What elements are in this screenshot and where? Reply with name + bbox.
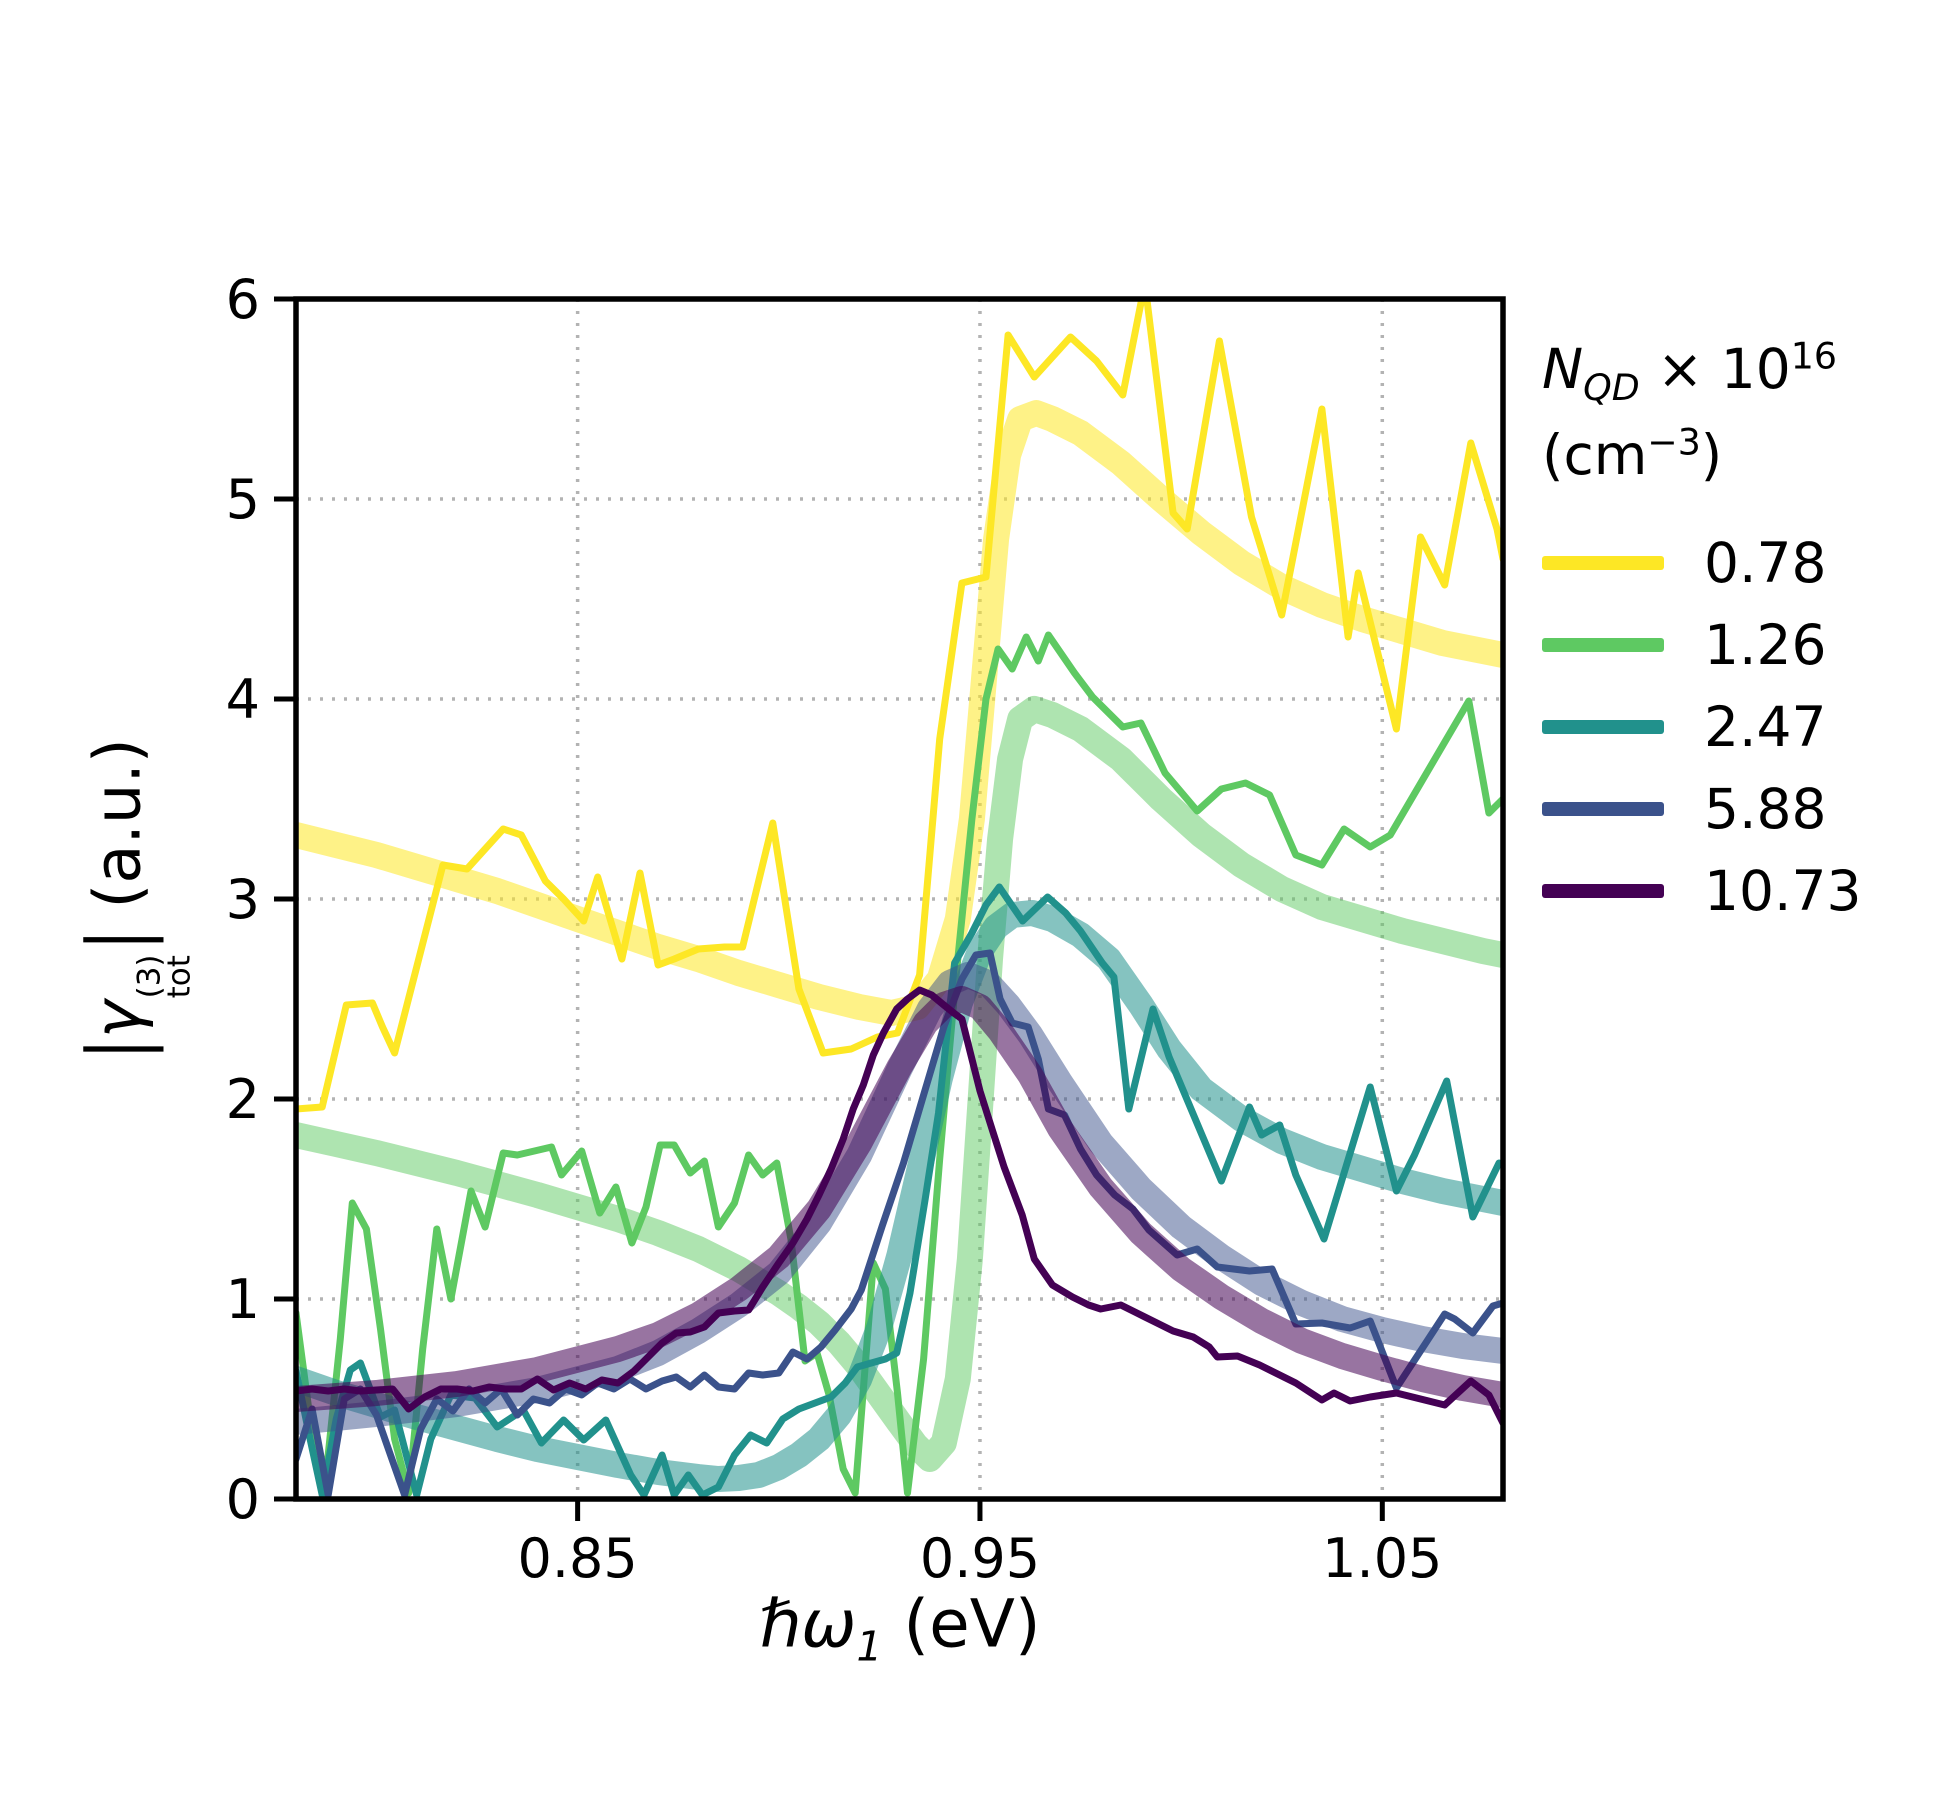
series-data-0.78 <box>296 299 1503 1113</box>
y-axis-symbol: γ <box>81 1000 156 1039</box>
legend-unit-exp: −3 <box>1647 420 1701 464</box>
legend-entry-10.73: 10.73 <box>1542 850 1942 932</box>
series-data-10.73 <box>296 986 1503 1427</box>
axis-tick-labels: 0.85 0.95 1.05 0 1 2 3 4 5 6 <box>226 268 1443 1590</box>
axis-ticks <box>274 296 1385 1521</box>
legend-entries: 0.78 1.26 2.47 5.88 10.73 <box>1542 522 1942 932</box>
y-tick-label-1: 1 <box>226 1268 260 1331</box>
legend-unit-close: ) <box>1700 422 1723 487</box>
legend-unit-open: (cm <box>1542 422 1648 487</box>
y-tick-label-3: 3 <box>226 868 260 931</box>
y-axis-label: |γ (3) tot | (a.u.) <box>72 738 198 1060</box>
y-tick-label-0: 0 <box>226 1468 260 1531</box>
x-axis-symbol: ℏω <box>759 1585 857 1663</box>
legend-swatch-5.88 <box>1542 801 1664 816</box>
legend-title-exp: 16 <box>1790 334 1837 378</box>
legend-swatch-1.26 <box>1542 637 1664 652</box>
legend-swatch-10.73 <box>1542 883 1664 898</box>
y-axis-subscript: tot <box>161 955 198 999</box>
data-series <box>296 299 1503 1499</box>
legend-title: NQD × 1016 <box>1542 330 1942 414</box>
y-axis-scripts: (3) tot <box>132 955 198 999</box>
legend-title-symbol: N <box>1542 337 1584 401</box>
series-band-1.26 <box>296 696 1503 1472</box>
legend-entry-1.26: 1.26 <box>1542 604 1942 686</box>
legend-label-0.78: 0.78 <box>1704 530 1827 595</box>
legend-entry-2.47: 2.47 <box>1542 686 1942 768</box>
series-band-0.78 <box>296 400 1503 1026</box>
legend-title-times: × <box>1639 337 1721 401</box>
legend-label-10.73: 10.73 <box>1704 858 1862 923</box>
legend-label-5.88: 5.88 <box>1704 776 1827 841</box>
gridlines <box>296 299 1503 1499</box>
y-tick-label-2: 2 <box>226 1068 260 1131</box>
legend-title-symbol-sub: QD <box>1583 366 1640 409</box>
x-axis-label: ℏω1 (eV) <box>759 1585 1040 1670</box>
y-tick-label-6: 6 <box>226 268 260 331</box>
x-tick-label-1.05: 1.05 <box>1322 1527 1442 1590</box>
series-data-5.88 <box>296 949 1503 1499</box>
series-band-2.47 <box>296 900 1503 1492</box>
legend-units: (cm−3) <box>1542 416 1942 494</box>
legend-entry-0.78: 0.78 <box>1542 522 1942 604</box>
legend-swatch-2.47 <box>1542 719 1664 734</box>
abs-bar-right: | <box>72 928 165 951</box>
x-tick-label-0.95: 0.95 <box>920 1527 1040 1590</box>
series-band-10.73 <box>296 986 1503 1412</box>
legend-entry-5.88: 5.88 <box>1542 768 1942 850</box>
y-axis-unit: (a.u.) <box>81 738 156 929</box>
y-tick-label-4: 4 <box>226 668 260 731</box>
legend-title-base: 10 <box>1720 337 1791 401</box>
legend: NQD × 1016 (cm−3) 0.78 1.26 2.47 5.88 10.73 <box>1542 330 1942 932</box>
legend-label-2.47: 2.47 <box>1704 694 1827 759</box>
abs-bar-left: | <box>72 1038 165 1060</box>
x-tick-label-0.85: 0.85 <box>518 1527 638 1590</box>
legend-label-1.26: 1.26 <box>1704 612 1827 677</box>
legend-swatch-0.78 <box>1542 555 1664 570</box>
x-axis-unit: (eV) <box>882 1585 1041 1663</box>
x-axis-symbol-sub: 1 <box>856 1622 883 1671</box>
y-tick-label-5: 5 <box>226 468 260 531</box>
